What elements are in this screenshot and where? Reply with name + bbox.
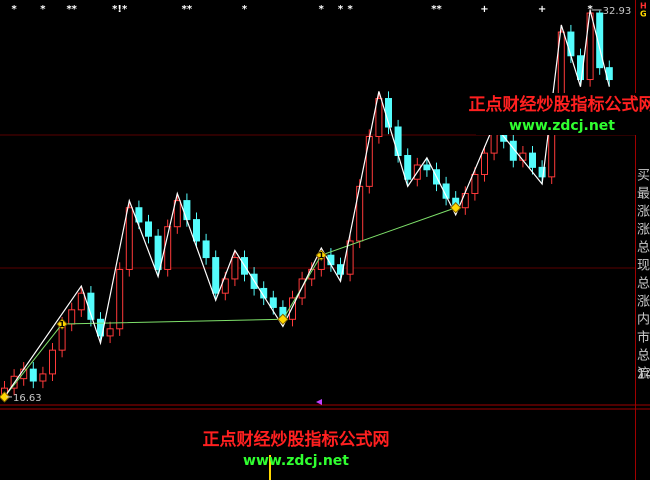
candle-body xyxy=(193,219,200,242)
top-mark: + xyxy=(480,4,488,15)
top-mark: + xyxy=(538,4,546,15)
candle-body xyxy=(289,297,296,320)
candle-body xyxy=(68,309,76,325)
candle-body xyxy=(538,166,546,178)
side-label: 总 xyxy=(637,349,650,364)
corner-mark: G xyxy=(640,10,647,19)
signal-marker xyxy=(0,391,11,403)
signal-marker xyxy=(56,318,68,330)
candle-body xyxy=(212,257,220,294)
watermark-url: www.zdcj.net xyxy=(509,118,615,134)
candle-body xyxy=(135,207,143,223)
signal-label: 1 xyxy=(59,320,65,329)
watermark: 正点财经炒股指标公式网 www.zdcj.net xyxy=(469,93,650,135)
cursor-marker xyxy=(316,399,322,405)
candle-body xyxy=(471,173,479,194)
signal-label: 1 xyxy=(319,251,325,260)
top-mark: * xyxy=(319,4,325,15)
candle-body xyxy=(125,207,133,270)
watermark-title: 正点财经炒股指标公式网 xyxy=(203,429,390,450)
side-label: 买 xyxy=(637,169,650,184)
candle-body xyxy=(49,349,56,375)
signal-marker xyxy=(315,249,328,261)
side-label: 涨 xyxy=(637,295,650,310)
candle-body xyxy=(375,98,383,138)
candle-body xyxy=(202,240,210,259)
top-mark: ** xyxy=(66,4,77,15)
signal-marker xyxy=(277,313,289,326)
top-mark: * xyxy=(40,4,46,15)
candle-body xyxy=(154,235,162,270)
zigzag-line xyxy=(4,9,610,398)
candle-body xyxy=(231,257,239,280)
top-mark: * xyxy=(11,4,17,15)
top-mark: * xyxy=(587,4,593,15)
candle-body xyxy=(106,328,114,337)
candle-body xyxy=(404,154,412,180)
candle-body xyxy=(145,221,152,237)
side-label: 涨 xyxy=(637,223,650,238)
watermark-url: www.zdcj.net xyxy=(243,453,349,469)
candle-body xyxy=(394,126,402,156)
candle-body xyxy=(596,12,604,69)
watermark-bg xyxy=(476,93,648,135)
watermark: 正点财经炒股指标公式网 www.zdcj.net xyxy=(203,429,390,469)
side-label: 现 xyxy=(637,259,650,274)
candle-body xyxy=(39,373,47,382)
candle-body xyxy=(519,152,527,161)
candle-body xyxy=(577,55,584,81)
candle-body xyxy=(183,200,191,221)
top-mark: * xyxy=(242,4,248,15)
corner-mark: H xyxy=(640,2,647,11)
side-label: 流 xyxy=(637,367,650,382)
top-mark: ** xyxy=(431,4,442,15)
side-label: 总 xyxy=(637,241,650,256)
side-label: 最 xyxy=(637,187,650,202)
top-mark: * xyxy=(347,4,353,15)
candle-body xyxy=(509,140,517,161)
high-price-label: 32.93 xyxy=(603,6,632,17)
top-mark: ** xyxy=(182,4,193,15)
side-number: 14 xyxy=(637,368,650,383)
low-price-label: 16.63 xyxy=(13,393,42,404)
candle-body xyxy=(529,152,536,168)
candle-body xyxy=(173,200,181,228)
watermark-title: 正点财经炒股指标公式网 xyxy=(469,94,650,115)
candle-body xyxy=(29,368,37,382)
side-label: 内 xyxy=(637,312,650,328)
signal-marker xyxy=(449,202,462,214)
candle-body xyxy=(423,164,431,171)
side-label: 市 xyxy=(637,330,650,346)
candle-body xyxy=(77,292,85,311)
top-mark: *!* xyxy=(112,4,128,15)
candle-body xyxy=(481,152,488,175)
candle-body xyxy=(567,31,575,57)
candle-body xyxy=(260,287,268,299)
candle-body xyxy=(269,297,277,308)
side-label: 总 xyxy=(637,277,650,292)
side-label: 涨 xyxy=(637,205,650,220)
top-mark: * xyxy=(338,4,344,15)
candle-body xyxy=(116,268,124,330)
candle-body xyxy=(365,136,373,187)
candle-body xyxy=(461,192,469,209)
candle-body xyxy=(221,278,229,294)
candle-body xyxy=(346,240,354,275)
